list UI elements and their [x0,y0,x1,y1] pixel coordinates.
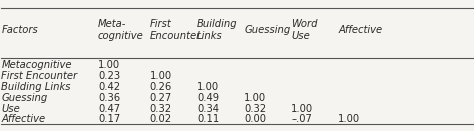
Text: 1.00: 1.00 [150,71,172,81]
Text: –.07: –.07 [291,114,312,124]
Text: Affective: Affective [338,25,383,35]
Text: 1.00: 1.00 [98,61,120,70]
Text: Use: Use [1,104,20,114]
Text: 0.11: 0.11 [197,114,219,124]
Text: Building Links: Building Links [1,82,71,92]
Text: Building
Links: Building Links [197,19,237,41]
Text: 0.34: 0.34 [197,104,219,114]
Text: Affective: Affective [1,114,46,124]
Text: 0.02: 0.02 [150,114,172,124]
Text: 0.00: 0.00 [244,114,266,124]
Text: First Encounter: First Encounter [1,71,78,81]
Text: Metacognitive: Metacognitive [1,61,72,70]
Text: 0.17: 0.17 [98,114,120,124]
Text: 0.32: 0.32 [150,104,172,114]
Text: Guessing: Guessing [244,25,290,35]
Text: Meta-
cognitive: Meta- cognitive [98,19,144,41]
Text: 0.42: 0.42 [98,82,120,92]
Text: First
Encounter: First Encounter [150,19,201,41]
Text: 1.00: 1.00 [197,82,219,92]
Text: 0.32: 0.32 [244,104,266,114]
Text: Word
Use: Word Use [291,19,318,41]
Text: 0.36: 0.36 [98,93,120,103]
Text: Factors: Factors [1,25,38,35]
Text: 0.47: 0.47 [98,104,120,114]
Text: 0.49: 0.49 [197,93,219,103]
Text: 0.27: 0.27 [150,93,172,103]
Text: 1.00: 1.00 [338,114,360,124]
Text: Guessing: Guessing [1,93,48,103]
Text: 1.00: 1.00 [291,104,313,114]
Text: 1.00: 1.00 [244,93,266,103]
Text: 0.26: 0.26 [150,82,172,92]
Text: 0.23: 0.23 [98,71,120,81]
